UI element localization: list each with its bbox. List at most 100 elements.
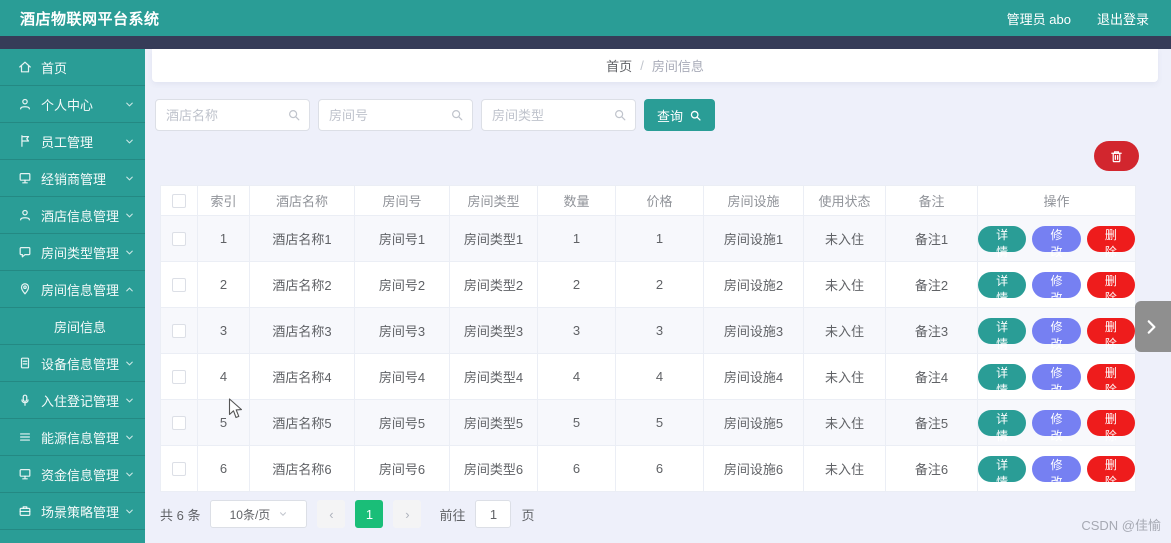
row-actions: 详情 修改 删除: [978, 225, 1135, 259]
edit-button[interactable]: 修改: [1032, 363, 1081, 397]
sidebar-item[interactable]: 资金信息管理: [0, 456, 145, 493]
sidebar-item-label: 首页: [41, 60, 68, 76]
batch-delete-button[interactable]: [1094, 141, 1139, 171]
delete-button[interactable]: 删除: [1086, 317, 1135, 351]
cell-actions: 详情 修改 删除: [977, 353, 1136, 400]
cell-facilities: 房间设施2: [703, 261, 804, 308]
cell-facilities: 房间设施4: [703, 353, 804, 400]
sidebar-item[interactable]: 个人中心: [0, 86, 145, 123]
sidebar-item-icon: [18, 430, 32, 444]
sidebar-item[interactable]: 入住登记管理: [0, 382, 145, 419]
row-checkbox[interactable]: [172, 462, 186, 477]
sidebar-item-label: 房间信息管理: [41, 282, 120, 298]
sidebar-item-label: 房间类型管理: [41, 245, 120, 261]
edit-button[interactable]: 修改: [1032, 271, 1081, 305]
row-actions: 详情 修改 删除: [978, 409, 1135, 443]
breadcrumb-home[interactable]: 首页: [606, 59, 633, 74]
sidebar-item-label: 能源信息管理: [41, 430, 120, 446]
table-row: 5 酒店名称5 房间号5 房间类型5 5 5 房间设施5 未入住 备注5 详情 …: [160, 399, 1136, 446]
row-select-cell: [160, 399, 198, 446]
cell-room-type: 房间类型3: [449, 307, 538, 354]
chevron-down-icon: [278, 509, 288, 519]
page-size-value: 10条/页: [229, 507, 271, 522]
sidebar-item[interactable]: 酒店信息管理: [0, 197, 145, 234]
room-number-input[interactable]: [318, 99, 473, 131]
cell-price: 2: [615, 261, 704, 308]
logout-link[interactable]: 退出登录: [1096, 11, 1149, 27]
delete-button[interactable]: 删除: [1086, 363, 1135, 397]
sidebar-item-icon: [18, 97, 32, 111]
hotel-name-input[interactable]: [155, 99, 310, 131]
chevron-down-icon: [124, 395, 135, 406]
sidebar-item[interactable]: 房间类型管理: [0, 234, 145, 271]
cell-remark: 备注3: [885, 307, 978, 354]
next-page-button[interactable]: ›: [393, 500, 422, 528]
cell-index: 1: [197, 215, 250, 262]
delete-button[interactable]: 删除: [1086, 225, 1135, 259]
sidebar-item[interactable]: 房间信息: [0, 308, 145, 345]
sidebar-item[interactable]: 员工管理: [0, 123, 145, 160]
cell-quantity: 2: [537, 261, 616, 308]
row-select-cell: [160, 445, 198, 492]
row-checkbox[interactable]: [172, 324, 186, 339]
sidebar-item[interactable]: 房间信息管理: [0, 271, 145, 308]
page-unit-label: 页: [521, 507, 535, 523]
current-page-button[interactable]: 1: [355, 500, 384, 528]
cell-hotel-name: 酒店名称5: [249, 399, 355, 446]
cell-room-type: 房间类型1: [449, 215, 538, 262]
detail-button[interactable]: 详情: [978, 363, 1027, 397]
edit-button[interactable]: 修改: [1032, 317, 1081, 351]
header-accent-strip: [0, 36, 1171, 49]
delete-button[interactable]: 删除: [1086, 271, 1135, 305]
prev-page-button[interactable]: ‹: [317, 500, 346, 528]
col-room-number: 房间号: [354, 185, 450, 216]
drawer-toggle[interactable]: [1135, 301, 1171, 352]
row-checkbox[interactable]: [172, 416, 186, 431]
sidebar-item[interactable]: 场景策略管理: [0, 493, 145, 530]
edit-button[interactable]: 修改: [1032, 409, 1081, 443]
query-button[interactable]: 查询: [644, 99, 716, 131]
detail-button[interactable]: 详情: [978, 225, 1027, 259]
cell-hotel-name: 酒店名称2: [249, 261, 355, 308]
cell-index: 4: [197, 353, 250, 400]
goto-page-input[interactable]: [475, 500, 512, 528]
edit-button[interactable]: 修改: [1032, 455, 1081, 489]
sidebar-item-label: 资金信息管理: [41, 467, 120, 483]
current-user[interactable]: 管理员 abo: [1006, 11, 1071, 27]
cell-facilities: 房间设施6: [703, 445, 804, 492]
edit-button[interactable]: 修改: [1032, 225, 1081, 259]
cell-index: 3: [197, 307, 250, 354]
detail-button[interactable]: 详情: [978, 455, 1027, 489]
top-header: 酒店物联网平台系统 管理员 abo 退出登录: [0, 0, 1171, 36]
sidebar-item-icon: [18, 467, 32, 481]
select-all-checkbox[interactable]: [172, 194, 186, 209]
chevron-down-icon: [124, 506, 135, 517]
cell-price: 3: [615, 307, 704, 354]
sidebar-item-icon: [18, 393, 32, 407]
page-size-select[interactable]: 10条/页: [210, 500, 308, 528]
cell-room-type: 房间类型5: [449, 399, 538, 446]
cell-status: 未入住: [803, 307, 886, 354]
row-checkbox[interactable]: [172, 370, 186, 385]
sidebar-item-icon: [18, 171, 32, 185]
detail-button[interactable]: 详情: [978, 317, 1027, 351]
cell-index: 5: [197, 399, 250, 446]
cell-room-number: 房间号3: [354, 307, 450, 354]
sidebar-item[interactable]: 首页: [0, 49, 145, 86]
sidebar-item[interactable]: 设备信息管理: [0, 345, 145, 382]
delete-button[interactable]: 删除: [1086, 455, 1135, 489]
detail-button[interactable]: 详情: [978, 271, 1027, 305]
chevron-down-icon: [124, 284, 135, 295]
cell-status: 未入住: [803, 353, 886, 400]
detail-button[interactable]: 详情: [978, 409, 1027, 443]
sidebar-item[interactable]: 经销商管理: [0, 160, 145, 197]
sidebar-item[interactable]: 能源信息管理: [0, 419, 145, 456]
row-actions: 详情 修改 删除: [978, 271, 1135, 305]
col-price: 价格: [615, 185, 704, 216]
sidebar-item-label: 入住登记管理: [41, 393, 120, 409]
sidebar-item-icon: [18, 356, 32, 370]
room-type-input[interactable]: [481, 99, 636, 131]
row-checkbox[interactable]: [172, 278, 186, 293]
delete-button[interactable]: 删除: [1086, 409, 1135, 443]
row-checkbox[interactable]: [172, 232, 186, 247]
